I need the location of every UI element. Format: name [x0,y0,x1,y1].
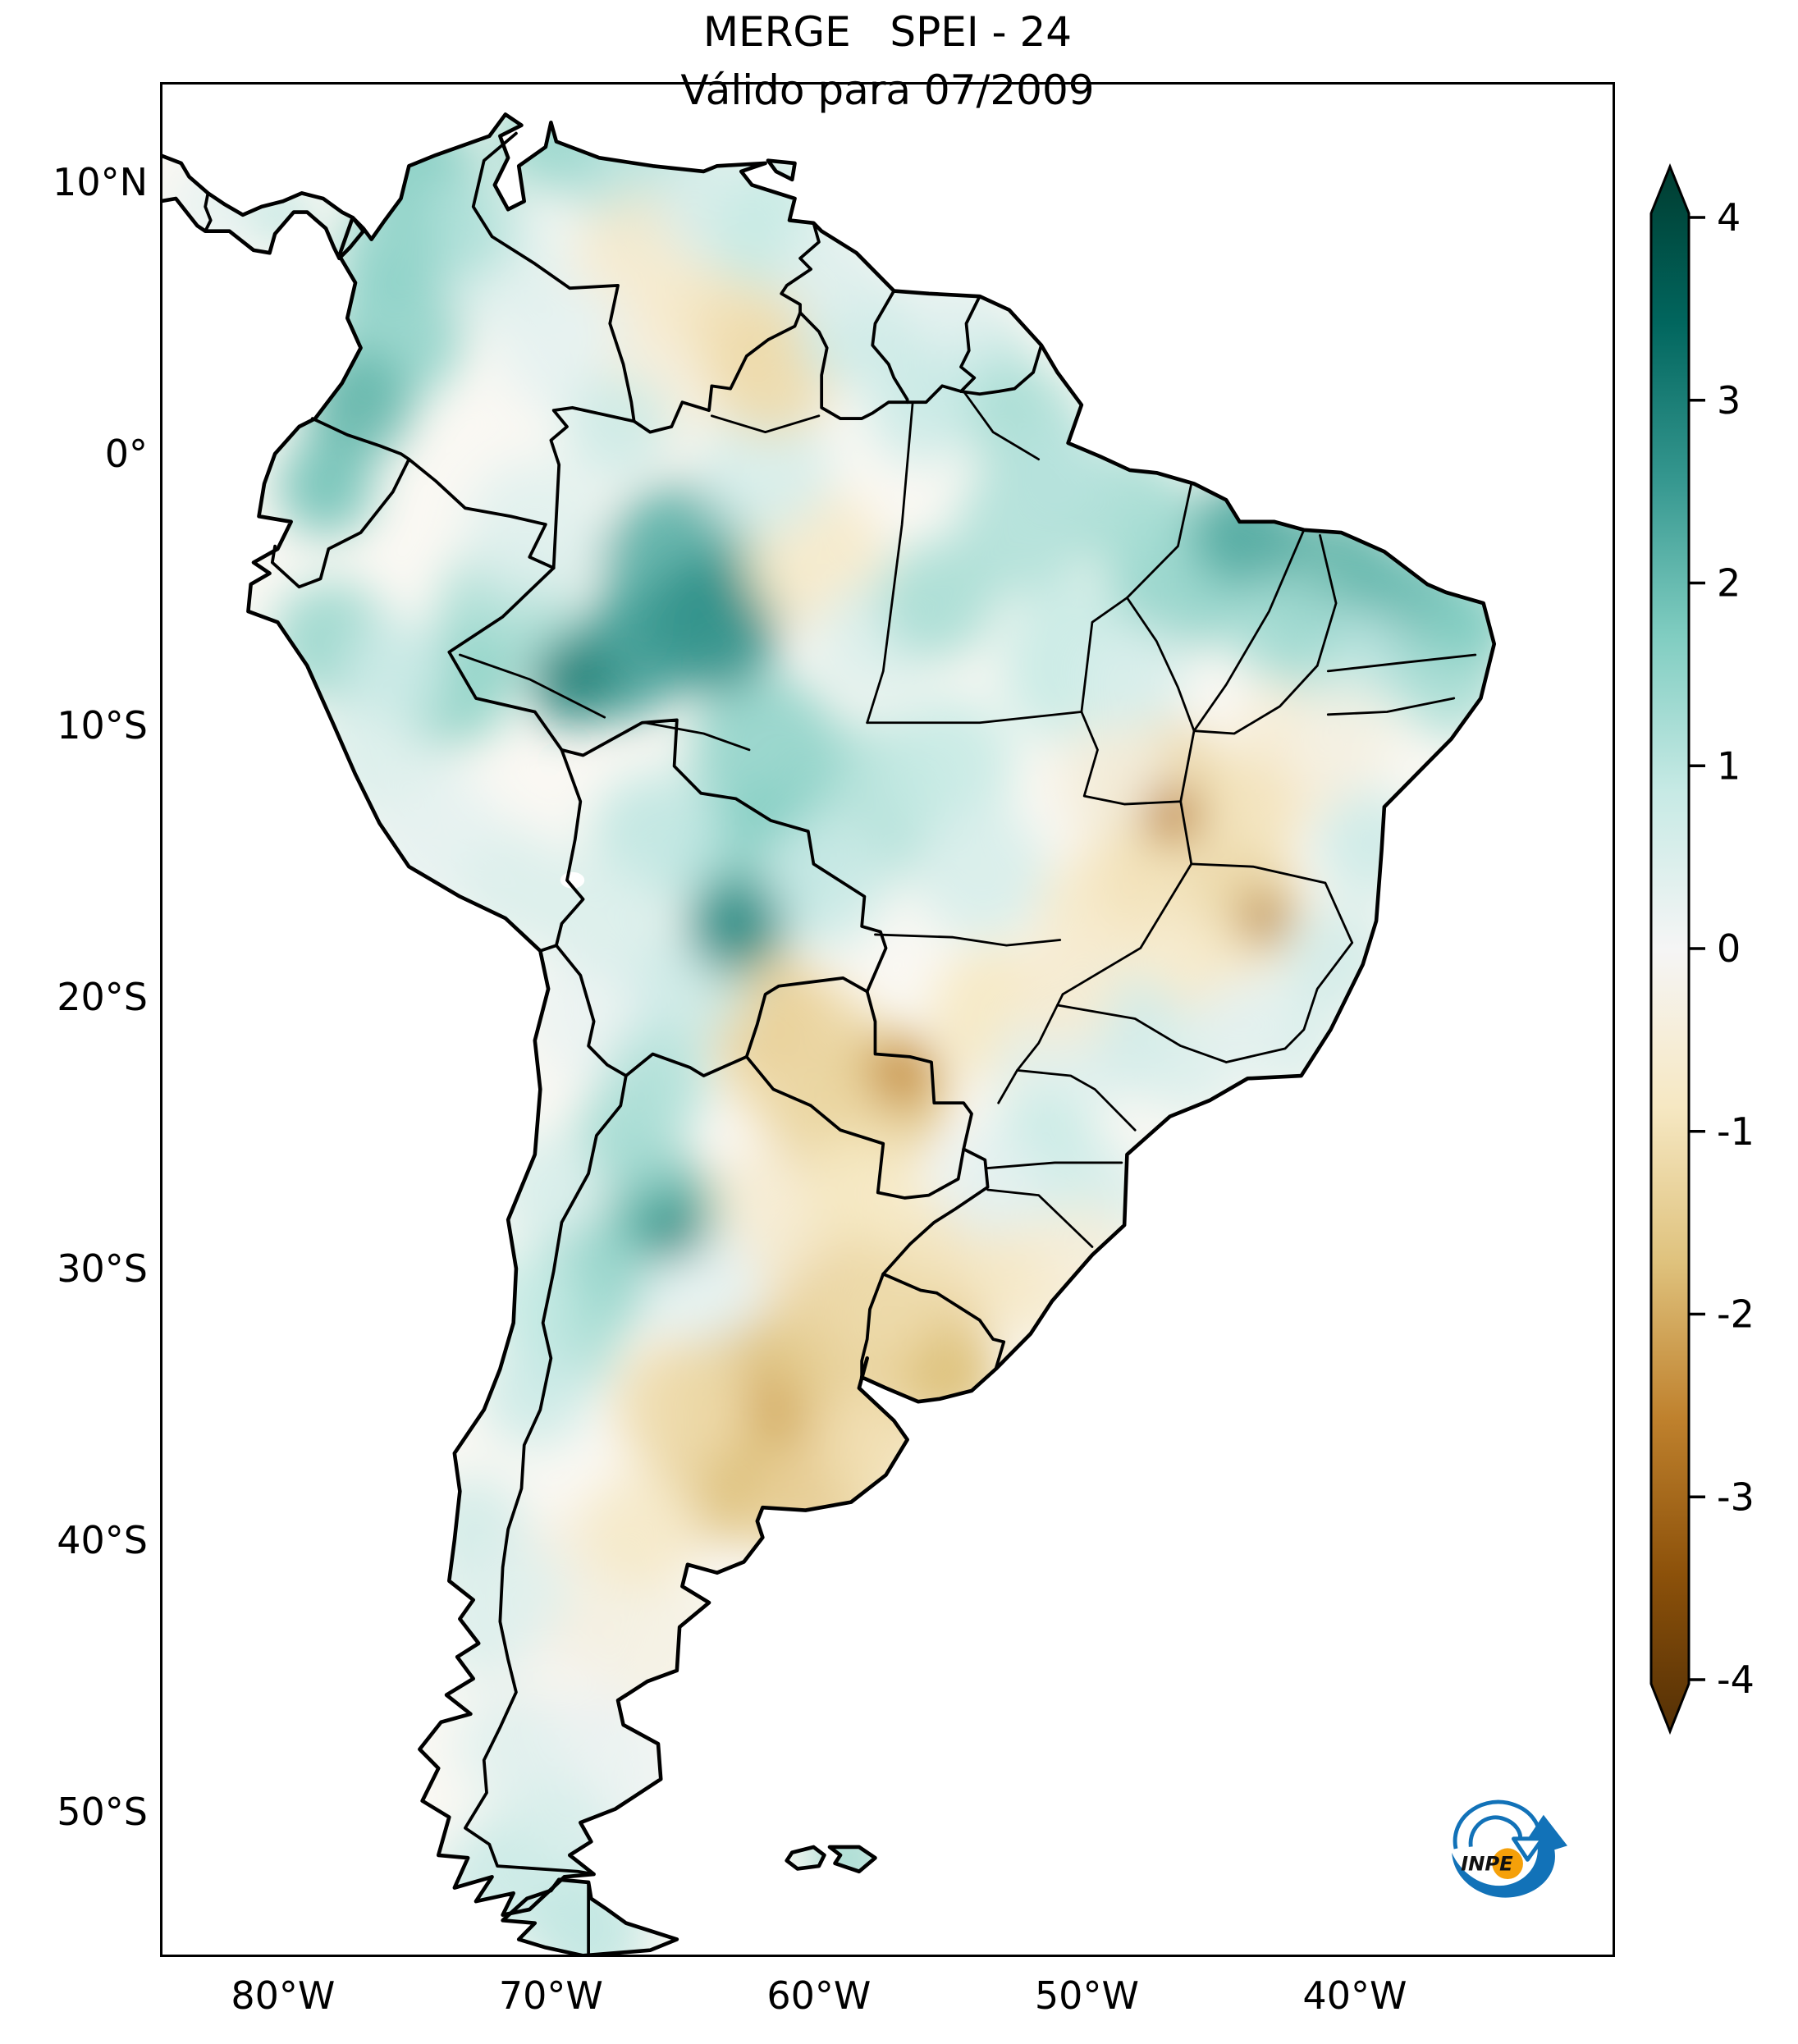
lat-tick-label: 30°S [57,1246,148,1291]
logo-outer-arc-icon [1453,1799,1542,1850]
logo-text: INPE [1461,1852,1513,1876]
spei-blob [1191,478,1299,588]
lon-tick-label: 60°W [766,1973,872,2018]
colorbar-tick-label: -4 [1717,1658,1755,1702]
lon-tick-label: 70°W [498,1973,603,2018]
spei-blob [564,372,672,482]
spei-field [172,114,1494,1956]
country-borders [204,131,1043,1955]
spei-blob [1006,415,1114,525]
spei-blob [478,1249,575,1347]
spei-blob [341,616,450,726]
state-borders [458,390,1477,1248]
spei-blob [904,261,1001,359]
colorbar-tick-label: 0 [1717,926,1741,971]
spei-blob [1317,790,1425,899]
spei-blob [881,695,1015,832]
spei-blob [1175,755,1299,880]
lat-tick-label: 10°S [57,703,148,748]
spei-blob [1430,578,1494,666]
spei-blob [1199,975,1297,1073]
colorbar-tick-label: -3 [1717,1475,1755,1519]
spei-blob [1239,894,1288,943]
spei-blob [698,399,833,536]
south-america-map [160,82,1615,1957]
spei-blob [1142,784,1202,845]
logo-down-arrow-icon [1512,1836,1545,1862]
lon-tick-label: 50°W [1034,1973,1139,2018]
colorbar-tick-label: 4 [1717,195,1741,240]
lat-tick-label: 10°N [53,160,148,205]
lat-tick-label: 20°S [57,975,148,1020]
colorbar: 4 3 2 1 0 -1 -2 -3 -4 [1649,162,1755,1735]
spei-blob [936,1130,1045,1239]
spei-blob [1081,622,1189,731]
colorbar-tick-label: 1 [1717,743,1741,788]
lon-tick-label: 80°W [231,1973,336,2018]
spei-blob [1290,684,1398,793]
spei-blob [615,1339,750,1475]
colorbar-tick-label: -1 [1717,1109,1755,1154]
spei-blob [602,1027,710,1136]
spei-blob [583,1469,702,1589]
logo-orange-dot-icon [1492,1848,1523,1880]
spei-blob [869,1040,935,1106]
spei-blob [913,804,1047,940]
spei-blob [454,1692,562,1801]
spei-blob [687,877,785,976]
spei-blob [1036,1203,1132,1301]
spei-blob [277,437,374,536]
lat-tick-label: 50°S [57,1789,148,1834]
spei-blob [647,1203,702,1258]
title-line-2: Válido para 07/2009 [680,66,1095,114]
spei-blob [529,638,615,726]
figure-title: MERGE SPEI - 24 Válido para 07/2009 [160,3,1615,120]
spei-blob [835,1257,943,1367]
spei-blob [1091,820,1200,930]
spei-blob [1231,573,1339,683]
inpe-logo: INPE [1452,1799,1567,1898]
colorbar-ticks: 4 3 2 1 0 -1 -2 -3 -4 [1689,195,1755,1702]
spei-blob [481,1339,589,1448]
spei-blob [867,355,975,465]
spei-blob [778,214,886,324]
spei-blob [473,1543,570,1641]
title-line-1: MERGE SPEI - 24 [702,8,1073,56]
lat-tick-label: 40°S [57,1517,148,1562]
lon-tick-label: 40°W [1302,1973,1407,2018]
colorbar-tick-label: 3 [1717,378,1741,423]
spei-blob [803,1130,921,1250]
colorbar-tick-label: 2 [1717,561,1741,606]
spei-blob [877,541,996,661]
spei-blob [588,1570,723,1706]
lat-tick-label: 0° [104,432,148,477]
colorbar-bar [1649,162,1690,1735]
spei-blob [464,459,605,601]
spei-blob [690,674,841,826]
spei-blob [760,817,889,949]
logo-inner-arc-icon [1468,1815,1522,1847]
colorbar-tick-label: -2 [1717,1292,1755,1337]
